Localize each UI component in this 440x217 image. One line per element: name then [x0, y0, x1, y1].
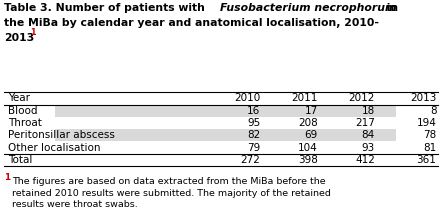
Text: 84: 84: [362, 130, 375, 140]
Text: 79: 79: [247, 143, 260, 153]
Text: 1: 1: [4, 173, 11, 182]
Text: Blood: Blood: [8, 106, 37, 116]
Text: 78: 78: [423, 130, 436, 140]
Text: the MiBa by calendar year and anatomical localisation, 2010-: the MiBa by calendar year and anatomical…: [4, 18, 379, 28]
Text: Throat: Throat: [8, 118, 42, 128]
Text: Fusobacterium necrophorum: Fusobacterium necrophorum: [220, 3, 396, 13]
Text: 81: 81: [423, 143, 436, 153]
Text: 412: 412: [355, 155, 375, 165]
Text: 208: 208: [298, 118, 318, 128]
Bar: [4, 92, 438, 105]
Text: Peritonsillar abscess: Peritonsillar abscess: [8, 130, 115, 140]
Bar: [4, 117, 438, 129]
Bar: [4, 141, 438, 154]
Text: 17: 17: [304, 106, 318, 116]
Text: 194: 194: [417, 118, 436, 128]
Text: 16: 16: [247, 106, 260, 116]
Bar: [4, 129, 438, 141]
Text: 1: 1: [30, 28, 36, 37]
Text: 18: 18: [362, 106, 375, 116]
Text: Year: Year: [8, 93, 30, 103]
Text: Table 3. Number of patients with: Table 3. Number of patients with: [4, 3, 209, 13]
Text: Total: Total: [8, 155, 32, 165]
Text: 217: 217: [355, 118, 375, 128]
Text: 398: 398: [298, 155, 318, 165]
Text: 2011: 2011: [291, 93, 318, 103]
Bar: [4, 105, 438, 117]
Text: The figures are based on data extracted from the MiBa before the
retained 2010 r: The figures are based on data extracted …: [12, 177, 331, 209]
Text: 95: 95: [247, 118, 260, 128]
Bar: [4, 154, 438, 166]
Text: in: in: [383, 3, 399, 13]
Text: 82: 82: [247, 130, 260, 140]
Text: 2012: 2012: [348, 93, 375, 103]
Text: 69: 69: [304, 130, 318, 140]
Text: Other localisation: Other localisation: [8, 143, 100, 153]
Text: 2013: 2013: [4, 33, 35, 43]
Text: 361: 361: [417, 155, 436, 165]
Text: 104: 104: [298, 143, 318, 153]
Text: 272: 272: [241, 155, 260, 165]
Text: 93: 93: [362, 143, 375, 153]
Text: 8: 8: [430, 106, 436, 116]
Text: 2013: 2013: [410, 93, 436, 103]
Text: 2010: 2010: [234, 93, 260, 103]
